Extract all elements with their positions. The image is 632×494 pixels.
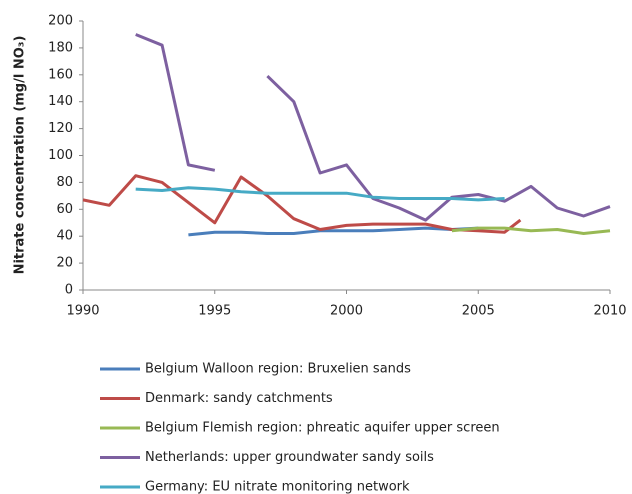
legend-label: Germany: EU nitrate monitoring network: [145, 480, 410, 494]
x-tick-label: 2005: [462, 304, 495, 319]
y-tick-label: 20: [56, 256, 73, 271]
x-tick-label: 1990: [66, 304, 99, 319]
series-line: [188, 226, 479, 237]
y-tick-label: 0: [65, 283, 73, 298]
y-tick-label: 160: [48, 67, 73, 82]
x-tick-label: 1995: [198, 304, 231, 319]
series-line: [82, 174, 522, 234]
y-tick-label: 80: [56, 175, 73, 190]
legend-label: Belgium Flemish region: phreatic aquifer…: [145, 421, 500, 436]
y-tick-label: 40: [56, 229, 73, 244]
x-tick-label: 2010: [593, 304, 626, 319]
x-tick-label: 2000: [330, 304, 363, 319]
y-tick-label: 180: [48, 40, 73, 55]
y-tick-label: 140: [48, 94, 73, 109]
legend-label: Denmark: sandy catchments: [145, 391, 333, 406]
legend-label: Netherlands: upper groundwater sandy soi…: [145, 450, 434, 465]
y-axis-label: Nitrate concentration (mg/l NO₃): [13, 36, 28, 275]
y-tick-label: 100: [48, 148, 73, 163]
series-line: [451, 226, 611, 235]
y-tick-label: 60: [56, 202, 73, 217]
series-line: [135, 33, 611, 222]
y-tick-label: 120: [48, 121, 73, 136]
y-tick-label: 200: [48, 14, 73, 29]
legend-label: Belgium Walloon region: Bruxelien sands: [145, 362, 411, 377]
series-line: [135, 186, 505, 202]
